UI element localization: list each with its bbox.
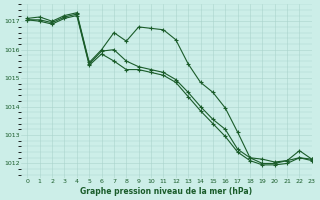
X-axis label: Graphe pression niveau de la mer (hPa): Graphe pression niveau de la mer (hPa) [80,187,252,196]
